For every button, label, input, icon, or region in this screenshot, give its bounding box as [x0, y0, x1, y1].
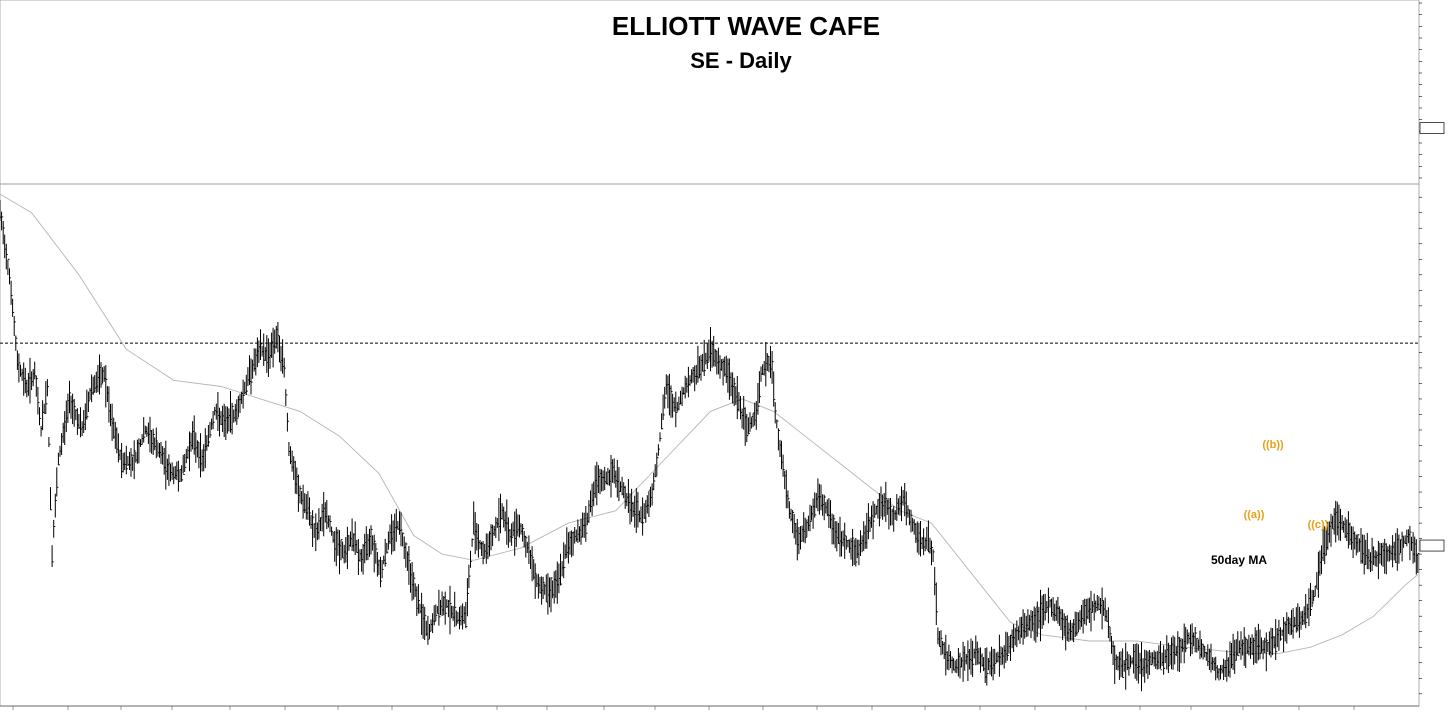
last-price-box	[1419, 539, 1445, 552]
wave-label: ((b))	[1262, 439, 1284, 451]
wave-label: ((c))	[1308, 519, 1329, 531]
wave-label: ((a))	[1244, 509, 1265, 521]
annotation-layer: ((b)) ((a)) ((c)) 50day MA	[1211, 439, 1329, 567]
chart-title: ELLIOTT WAVE CAFE	[612, 11, 880, 41]
upper-last-value-box	[1419, 122, 1445, 134]
upper-axis-ticks	[1419, 2, 1445, 179]
chart-subtitle: SE - Daily	[690, 48, 792, 73]
price-axis-ticks	[1419, 196, 1445, 695]
x-axis-month-labels	[12, 706, 1355, 710]
ma-annotation-label: 50day MA	[1211, 553, 1267, 567]
price-bars-layer	[0, 200, 1420, 692]
price-panel-frame	[0, 183, 1420, 707]
